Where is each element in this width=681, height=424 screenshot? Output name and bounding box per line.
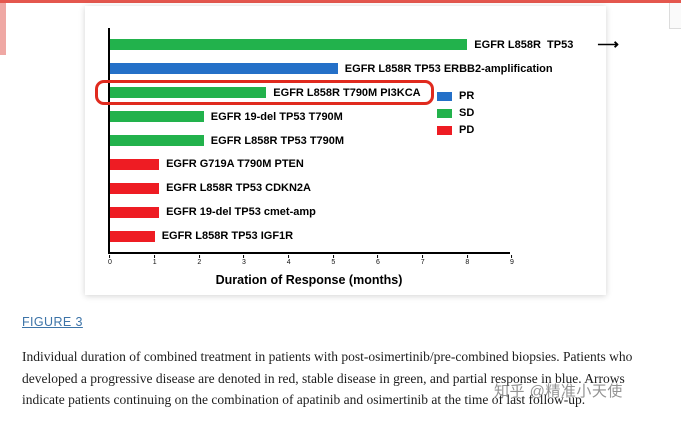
tick-label: 6 xyxy=(376,259,380,266)
bar-sd xyxy=(110,135,204,146)
bar-row: EGFR L858R TP53 CDKN2A xyxy=(110,176,506,200)
bar-label: EGFR 19-del TP53 cmet-amp xyxy=(166,206,316,219)
tick-label: 5 xyxy=(331,259,336,266)
tick-label: 2 xyxy=(197,259,202,266)
figure-link[interactable]: FIGURE 3 xyxy=(22,315,83,329)
bar-row: EGFR L858R TP53 T790M xyxy=(110,129,506,153)
tick-label: 1 xyxy=(152,259,157,266)
tick-label: 8 xyxy=(465,259,470,266)
x-tick: 7 xyxy=(421,255,425,266)
tick-label: 3 xyxy=(242,259,246,266)
left-accent-strip xyxy=(0,3,6,55)
tick-mark xyxy=(466,255,468,258)
tick-label: 7 xyxy=(420,259,425,266)
bar-chart: EGFR L858R TP53 ⟶ EGFR L858R TP53 ERBB2-am… xyxy=(95,28,619,287)
bar-pd xyxy=(110,182,160,194)
tick-mark xyxy=(422,255,424,258)
bar-sd xyxy=(110,111,204,123)
x-tick: 1 xyxy=(153,255,157,266)
scrollbar-corner xyxy=(669,3,681,29)
figure-caption: Individual duration of combined treatmen… xyxy=(22,349,633,407)
tick-mark xyxy=(332,255,334,258)
tick-mark xyxy=(243,255,245,258)
top-accent-bar xyxy=(0,0,681,3)
x-axis-ticks: 0 1 2 3 4 5 6 7 8 9 xyxy=(108,255,514,269)
tick-mark xyxy=(377,255,379,258)
bar-label: EGFR L858R TP53 IGF1R xyxy=(161,230,294,243)
legend-swatch-pd xyxy=(437,125,452,135)
watermark: 知乎 @精准小天使 xyxy=(494,383,623,400)
x-tick: 8 xyxy=(465,255,469,266)
legend-row: PD xyxy=(437,124,474,136)
tick-label: 9 xyxy=(510,259,514,266)
y-axis xyxy=(108,28,110,254)
x-tick: 2 xyxy=(197,255,201,266)
bar-label: EGFR L858R TP53 ERBB2-amplification xyxy=(344,62,553,75)
legend-label: PD xyxy=(459,124,475,136)
bar-row: EGFR L858R TP53 ⟶ xyxy=(110,33,619,57)
bar-pr xyxy=(110,63,338,75)
bar-label: EGFR 19-del TP53 T790M xyxy=(210,110,343,123)
tick-mark xyxy=(109,255,111,258)
x-tick: 6 xyxy=(376,255,380,266)
x-tick: 0 xyxy=(108,255,112,266)
bars-container: EGFR L858R TP53 ⟶ EGFR L858R TP53 ERBB2-am… xyxy=(95,33,619,248)
continuing-treatment-arrow-icon: ⟶ xyxy=(597,36,619,54)
bar-label: EGFR L858R TP53 xyxy=(474,38,574,51)
bar-row: EGFR 19-del TP53 T790M xyxy=(110,105,506,129)
x-axis xyxy=(108,252,510,254)
bar-pd xyxy=(110,158,160,170)
tick-label: 4 xyxy=(286,259,291,266)
tick-mark xyxy=(198,255,200,258)
bar-label: EGFR L858R T790M PI3KCA xyxy=(273,86,421,99)
bar-pd xyxy=(110,206,160,218)
legend-swatch-sd xyxy=(437,108,452,118)
tick-mark xyxy=(154,255,156,258)
bar-pd xyxy=(110,230,155,242)
tick-label: 0 xyxy=(108,259,112,266)
legend-swatch-pr xyxy=(437,91,452,101)
tick-mark xyxy=(288,255,290,258)
bar-label: EGFR L858R TP53 CDKN2A xyxy=(166,182,311,195)
legend: PR SD PD xyxy=(437,90,474,141)
x-tick: 5 xyxy=(331,255,335,266)
bar-label: EGFR G719A T790M PTEN xyxy=(166,158,304,171)
x-tick: 3 xyxy=(242,255,246,266)
x-axis-title: Duration of Response (months) xyxy=(215,273,403,287)
bar-row: EGFR 19-del TP53 cmet-amp xyxy=(110,200,506,224)
bar-sd xyxy=(110,87,267,99)
plot-area: EGFR L858R TP53 ⟶ EGFR L858R TP53 ERBB2-am… xyxy=(95,28,619,254)
tick-mark xyxy=(511,255,513,258)
bar-row: EGFR L858R TP53 ERBB2-amplification xyxy=(110,57,553,81)
bar-sd xyxy=(110,39,468,51)
x-tick: 9 xyxy=(510,255,514,266)
x-tick: 4 xyxy=(287,255,291,266)
figure-panel: EGFR L858R TP53 ⟶ EGFR L858R TP53 ERBB2-am… xyxy=(85,6,619,295)
bar-row: EGFR G719A T790M PTEN xyxy=(110,152,506,176)
legend-label: SD xyxy=(459,107,475,119)
legend-row: SD xyxy=(437,107,474,119)
bar-row: EGFR L858R TP53 IGF1R xyxy=(110,224,506,248)
legend-label: PR xyxy=(459,90,475,102)
legend-row: PR xyxy=(437,90,474,102)
bar-label: EGFR L858R TP53 T790M xyxy=(210,134,345,147)
